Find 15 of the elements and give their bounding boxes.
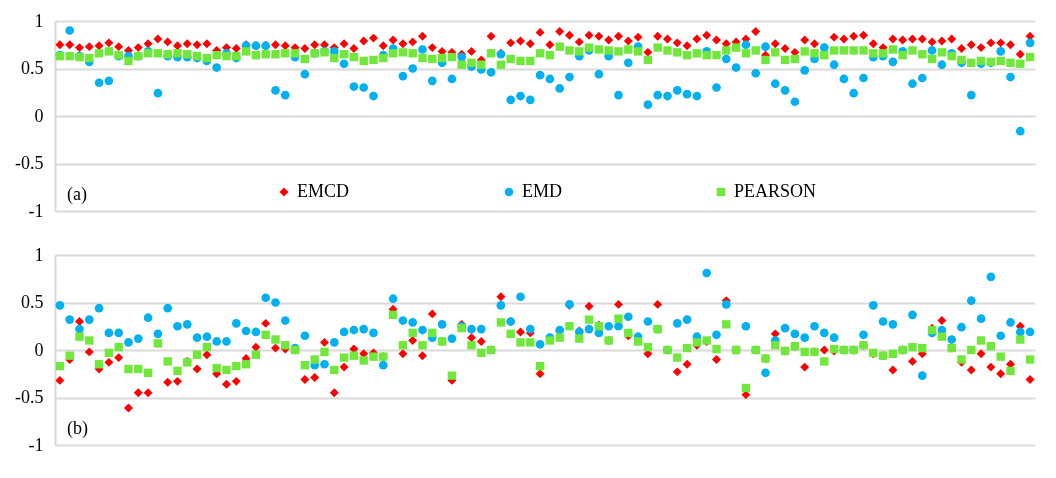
legend-label: PEARSON — [734, 181, 817, 201]
annotation: (a) — [67, 184, 87, 205]
annotation: (b) — [67, 418, 88, 439]
y-tick-label: -1 — [28, 434, 44, 455]
legend-label: EMD — [522, 181, 562, 201]
y-tick-label: 0.5 — [21, 58, 44, 78]
y-tick-label: 1 — [34, 244, 44, 265]
y-tick-label: 0 — [34, 105, 44, 126]
y-tick-label: 0 — [34, 339, 44, 360]
y-tick-label: 0.5 — [21, 292, 44, 312]
y-tick-label: -1 — [28, 200, 44, 221]
y-tick-label: -0.5 — [15, 153, 44, 173]
legend-label: EMCD — [297, 181, 350, 201]
y-tick-label: -0.5 — [15, 387, 44, 407]
y-tick-label: 1 — [34, 10, 44, 31]
